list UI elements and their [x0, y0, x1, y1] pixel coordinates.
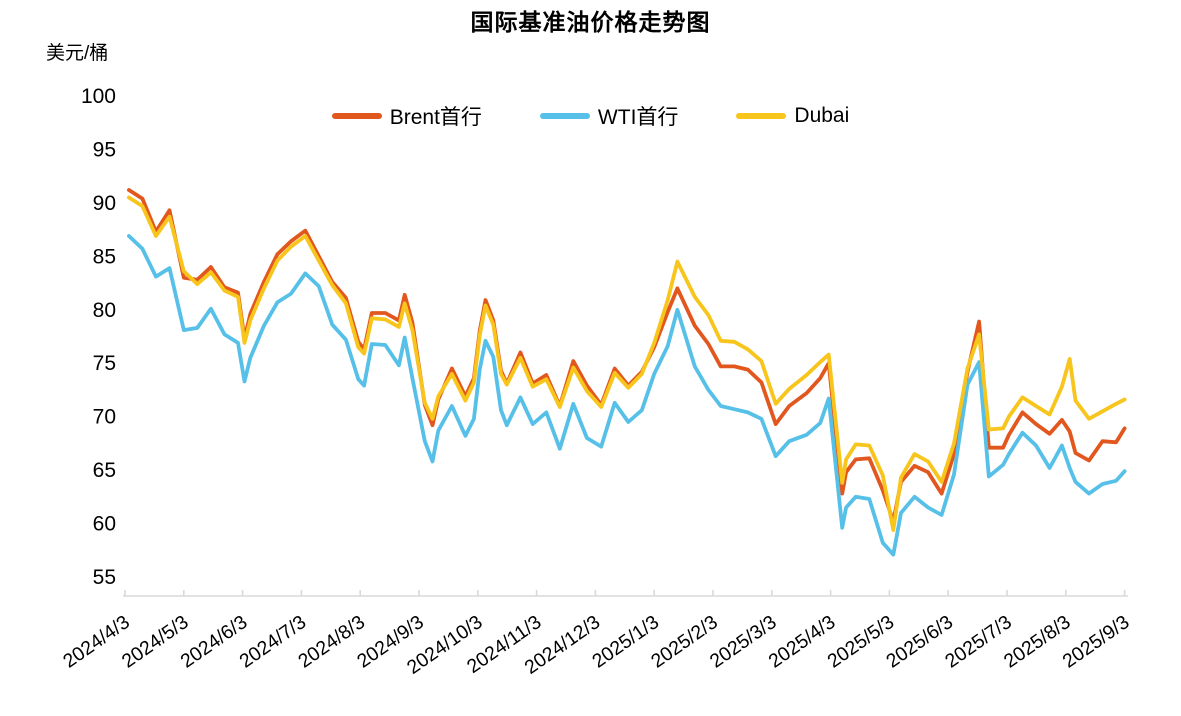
x-tick-label: 2024/6/3: [177, 611, 252, 673]
y-tick-label: 80: [93, 299, 116, 322]
x-tick-label: 2025/2/3: [647, 611, 722, 673]
x-tick-label: 2024/7/3: [235, 611, 310, 673]
legend-item-wti: WTI首行: [539, 101, 679, 131]
y-tick-label: 95: [93, 138, 116, 161]
y-tick-label: 55: [93, 566, 116, 589]
dubai-line-swatch-icon: [736, 112, 787, 120]
x-tick-label: 2024/8/3: [294, 611, 369, 673]
x-tick-label: 2025/5/3: [823, 611, 898, 673]
x-tick-label: 2025/4/3: [765, 611, 840, 673]
x-tick-label: 2024/4/3: [59, 611, 134, 673]
legend-item-brent: Brent首行: [331, 101, 482, 131]
x-tick-label: 2025/6/3: [882, 611, 957, 673]
y-tick-label: 70: [93, 406, 116, 429]
brent-line-swatch-icon: [331, 112, 382, 120]
y-tick-label: 85: [93, 245, 116, 268]
x-tick-label: 2024/5/3: [118, 611, 193, 673]
x-tick-label: 2025/8/3: [1000, 611, 1075, 673]
legend-item-dubai: Dubai: [736, 104, 849, 128]
series-line-dubai: [126, 195, 1127, 532]
y-tick-label: 60: [93, 513, 116, 536]
series-line-brent: [126, 188, 1127, 524]
chart-legend: Brent首行 WTI首行 Dubai: [0, 100, 1181, 132]
y-tick-label: 65: [93, 459, 116, 482]
y-tick-label: 90: [93, 192, 116, 215]
wti-line-swatch-icon: [539, 112, 590, 120]
y-axis-unit-label: 美元/桶: [46, 43, 109, 64]
x-tick-label: 2025/7/3: [941, 611, 1016, 673]
series-line-wti: [126, 234, 1127, 557]
y-tick-label: 100: [81, 85, 116, 108]
x-tick-label: 2025/9/3: [1059, 611, 1134, 673]
legend-label-wti: WTI首行: [597, 106, 679, 129]
x-tick-label: 2025/1/3: [588, 611, 663, 673]
chart-title: 国际基准油价格走势图: [470, 9, 711, 35]
x-tick-label: 2025/3/3: [706, 611, 781, 673]
legend-label-brent: Brent首行: [389, 106, 482, 129]
legend-label-dubai: Dubai: [794, 104, 850, 127]
y-tick-label: 75: [93, 352, 116, 375]
